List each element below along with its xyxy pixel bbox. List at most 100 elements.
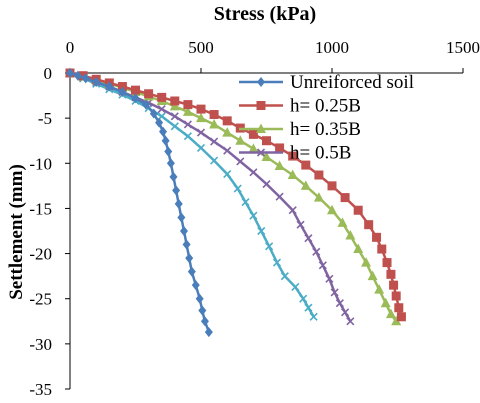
y-tick-label: -25 [29, 290, 52, 309]
data-point [367, 270, 378, 281]
y-tick-label: 0 [44, 64, 53, 83]
data-point [164, 146, 173, 157]
data-point [222, 127, 233, 137]
data-point [81, 73, 90, 84]
data-point [361, 257, 372, 267]
data-point [204, 327, 213, 338]
data-point [313, 192, 324, 202]
y-tick-labels: 0 -5 -10 -15 -20 -25 -30 -35 [29, 64, 52, 399]
legend-label: h= 0.5B [290, 143, 351, 164]
data-point [170, 112, 179, 121]
data-point [391, 291, 401, 301]
data-point [183, 120, 192, 129]
data-point [210, 156, 219, 165]
data-point [157, 105, 166, 114]
data-point [248, 143, 259, 153]
data-point [325, 274, 334, 283]
data-point [131, 85, 140, 95]
data-point [196, 112, 206, 123]
x-tick-labels: 0 500 1000 1500 [66, 38, 480, 57]
data-point [131, 93, 140, 104]
legend-marker [256, 148, 266, 157]
data-point [340, 193, 350, 203]
data-point [159, 126, 168, 137]
data-point [288, 206, 297, 215]
data-point [314, 170, 324, 180]
data-point [195, 293, 204, 304]
x-tick-label: 500 [188, 38, 214, 57]
data-point [389, 280, 399, 290]
data-point [327, 181, 337, 191]
data-point [141, 99, 150, 110]
legend-item-0: Unreiforced soil [239, 72, 414, 93]
data-point [118, 86, 127, 97]
data-point [209, 110, 219, 120]
data-point [385, 308, 396, 319]
y-tick-label: -35 [29, 380, 52, 399]
y-tick-label: -10 [29, 154, 52, 173]
data-point [345, 230, 356, 240]
data-point [236, 157, 245, 166]
data-point [353, 243, 364, 254]
data-point [78, 71, 88, 81]
legend-marker [257, 77, 265, 87]
data-point [280, 272, 289, 281]
data-point [144, 89, 154, 99]
data-point [191, 280, 200, 291]
data-point [169, 171, 178, 182]
legend-label: h= 0.35B [290, 119, 361, 140]
data-point [105, 81, 114, 92]
data-point [274, 160, 285, 170]
series-0 [66, 68, 213, 338]
data-point [248, 129, 258, 139]
legend-label: h= 0.25B [290, 96, 361, 117]
data-point [117, 82, 127, 92]
data-point [187, 266, 196, 277]
data-point [337, 217, 348, 227]
legend-marker [256, 101, 266, 110]
data-point [301, 160, 311, 170]
data-point [291, 282, 300, 292]
data-point [386, 269, 396, 279]
data-point [210, 137, 219, 146]
x-tick-label: 0 [66, 38, 75, 57]
x-tick-label: 1000 [315, 38, 349, 57]
y-axis-label: Settlement (mm) [6, 164, 27, 300]
data-point [309, 312, 318, 321]
y-tick-label: -20 [29, 245, 52, 264]
data-point [223, 170, 232, 179]
data-point [157, 92, 167, 102]
axes [65, 68, 464, 390]
data-point [249, 211, 258, 220]
data-point [161, 135, 170, 146]
x-tick-label: 1500 [446, 38, 480, 57]
data-point [170, 122, 179, 131]
data-point [304, 303, 313, 312]
data-point [391, 315, 402, 326]
data-point [209, 118, 220, 129]
data-point [235, 135, 246, 145]
data-point [174, 198, 183, 209]
data-point [170, 96, 180, 106]
data-point [262, 179, 271, 189]
data-point [185, 253, 194, 264]
data-point [318, 261, 327, 270]
data-point [183, 100, 193, 110]
data-point [177, 212, 186, 223]
series-lines [65, 67, 406, 338]
data-point [155, 117, 164, 128]
data-point [288, 151, 298, 161]
data-point [335, 299, 344, 308]
data-point [265, 242, 274, 251]
legend-item-3: h= 0.5B [239, 143, 351, 164]
data-point [249, 168, 258, 177]
data-point [261, 151, 272, 161]
data-point [92, 77, 101, 88]
legend-item-2: h= 0.35B [239, 119, 361, 140]
data-point [182, 106, 193, 116]
data-point [382, 258, 392, 268]
legend-label: Unreiforced soil [290, 72, 414, 93]
data-point [374, 284, 385, 294]
data-point [364, 220, 374, 230]
